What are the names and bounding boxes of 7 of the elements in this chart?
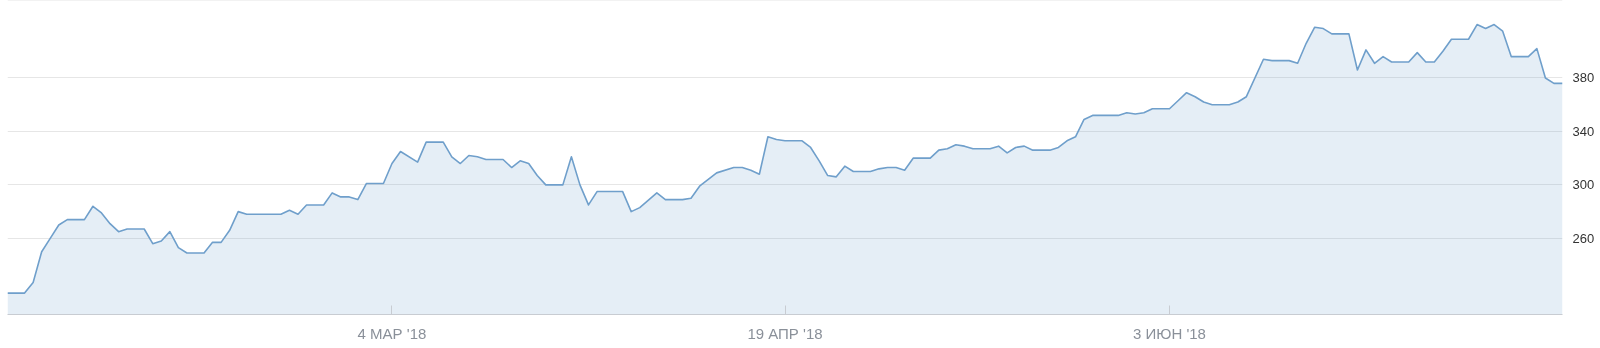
- y-tick-label: 380: [1572, 70, 1595, 86]
- y-tick-label: 260: [1572, 230, 1595, 246]
- x-tick-label: 3 ИЮН '18: [1132, 324, 1206, 342]
- x-tick-label: 19 АПР '18: [747, 324, 823, 342]
- y-tick-label: 340: [1572, 123, 1595, 139]
- y-tick-label: 300: [1572, 177, 1595, 193]
- x-tick-label: 4 МАР '18: [357, 324, 427, 342]
